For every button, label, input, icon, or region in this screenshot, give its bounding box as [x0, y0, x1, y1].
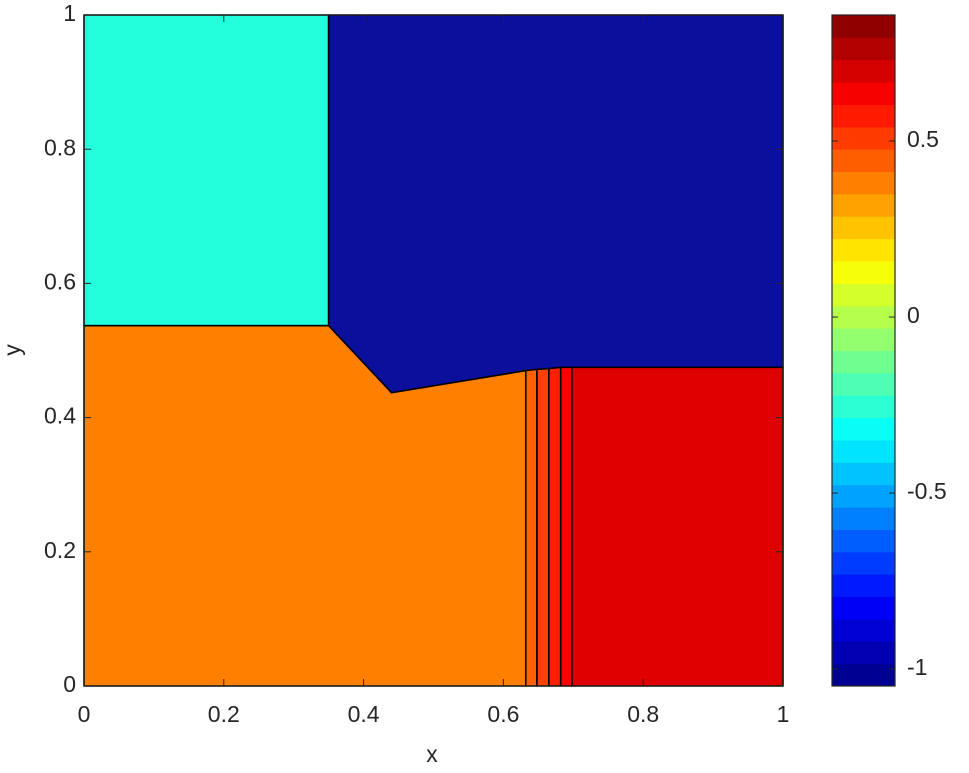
colorbar-band: [832, 261, 895, 284]
contour-region: [524, 368, 538, 687]
x-axis-label: x: [426, 741, 438, 767]
colorbar-band: [832, 283, 895, 307]
colorbar-band: [832, 462, 895, 486]
colorbar-tick-label: 0: [907, 302, 920, 328]
y-tick-label: 0.4: [44, 403, 76, 429]
y-tick-label: 0.2: [44, 537, 76, 563]
colorbar-band: [832, 484, 895, 508]
x-tick-label: 0.8: [627, 701, 659, 727]
colorbar-band: [832, 350, 895, 374]
x-tick-label: 0: [78, 701, 91, 727]
colorbar-band: [832, 126, 895, 150]
colorbar-band: [832, 372, 895, 396]
colorbar-band: [832, 328, 895, 351]
colorbar-tick-label: -0.5: [907, 478, 947, 504]
colorbar-band: [832, 59, 895, 83]
colorbar-band: [832, 439, 895, 463]
contour-region: [559, 366, 573, 687]
colorbar-band: [832, 641, 895, 665]
colorbar-band: [832, 82, 895, 105]
x-tick-label: 0.2: [208, 701, 240, 727]
colorbar-band: [832, 574, 895, 598]
colorbar-band: [832, 238, 895, 262]
colorbar-band: [832, 618, 895, 642]
contour-region: [83, 14, 330, 327]
y-tick-label: 0.8: [44, 134, 76, 160]
contour-region: [548, 366, 562, 687]
colorbar-band: [832, 216, 895, 240]
colorbar-band: [832, 551, 895, 575]
colorbar-band: [832, 395, 895, 419]
colorbar-tick-label: -1: [907, 654, 927, 680]
colorbar-band: [832, 663, 895, 687]
colorbar-band: [832, 37, 895, 61]
colorbar-band: [832, 104, 895, 128]
y-axis-label: y: [0, 344, 25, 356]
colorbar-band: [832, 529, 895, 553]
colorbar-band: [832, 149, 895, 173]
colorbar-band: [832, 171, 895, 195]
y-tick-label: 0.6: [44, 268, 76, 294]
x-tick-label: 0.6: [487, 701, 519, 727]
y-tick-label: 0: [63, 671, 76, 697]
colorbar-tick-label: 0.5: [907, 126, 939, 152]
x-tick-label: 0.4: [348, 701, 380, 727]
colorbar-box: [831, 14, 896, 687]
colorbar-band: [832, 193, 895, 217]
colorbar-band: [832, 507, 895, 530]
y-tick-label: 1: [63, 0, 76, 26]
x-tick-label: 1: [777, 701, 790, 727]
contour-region: [571, 366, 784, 687]
contour-region: [327, 14, 784, 394]
axes-box: [83, 14, 784, 687]
colorbar-band: [832, 596, 895, 620]
colorbar-band: [832, 305, 895, 329]
contour-region: [536, 367, 550, 687]
colorbar-band: [832, 417, 895, 441]
colorbar-band: [832, 15, 895, 38]
